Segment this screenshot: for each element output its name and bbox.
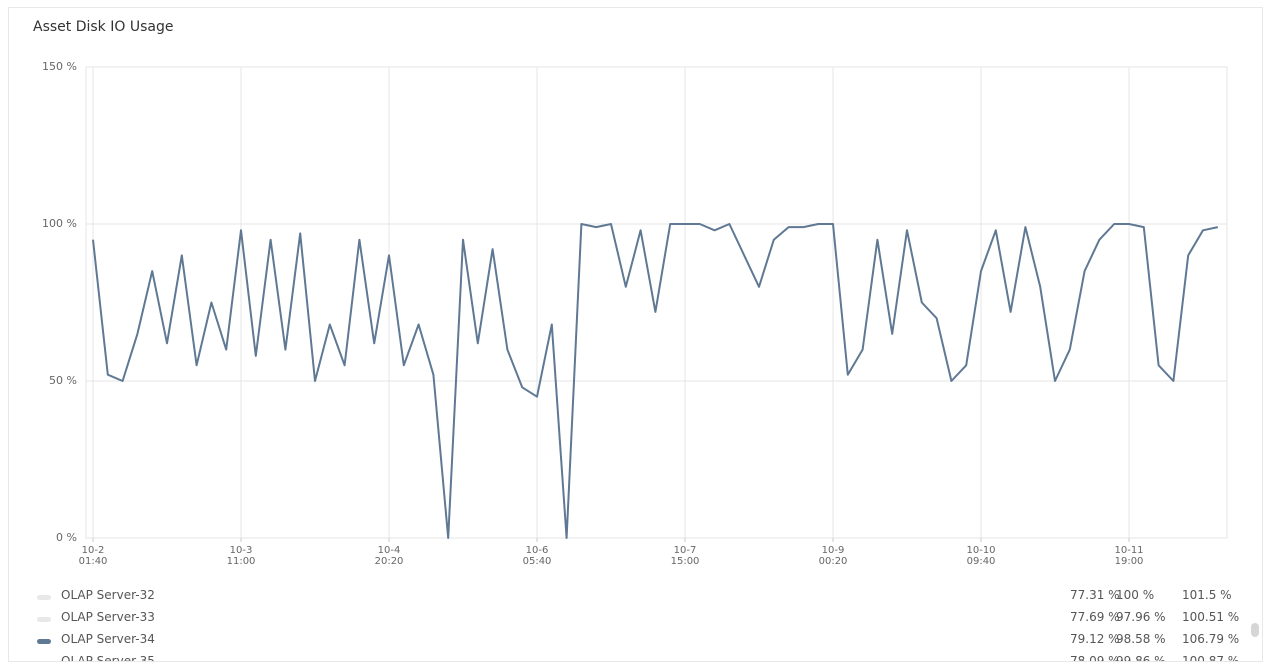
legend-stat: 106.79 % [1182, 632, 1240, 646]
legend-stat: 77.31 % [1070, 588, 1120, 602]
legend-swatch [37, 595, 51, 600]
legend-stat: 100 % [1116, 588, 1155, 602]
y-tick-label: 0 % [56, 531, 77, 544]
legend-stat: 77.69 % [1070, 610, 1120, 624]
panel: Asset Disk IO Usage OLAP Server-32 77.31 … [8, 7, 1263, 662]
scrollbar[interactable] [1251, 623, 1259, 637]
legend-stat: 99.86 % [1116, 654, 1166, 662]
legend-label[interactable]: OLAP Server-32 [61, 588, 155, 602]
legend-stat: 78.09 % [1070, 654, 1120, 662]
x-tick-label: 10-3 11:00 [226, 545, 256, 567]
legend-label[interactable]: OLAP Server-33 [61, 610, 155, 624]
x-tick-label: 10-11 19:00 [1114, 545, 1144, 567]
legend-swatch [37, 639, 51, 644]
x-tick-label: 10-9 00:20 [818, 545, 848, 567]
legend-label[interactable]: OLAP Server-34 [61, 632, 155, 646]
series-line [92, 223, 1219, 539]
x-tick-label: 10-6 05:40 [522, 545, 552, 567]
legend-swatch [37, 617, 51, 622]
chart-title: Asset Disk IO Usage [33, 19, 174, 35]
x-tick-label: 10-2 01:40 [78, 545, 108, 567]
legend-stat: 79.12 % [1070, 632, 1120, 646]
y-tick-label: 150 % [42, 60, 77, 73]
legend-stat: 100.51 % [1182, 610, 1240, 624]
x-tick-label: 10-10 09:40 [966, 545, 996, 567]
y-tick-label: 100 % [42, 217, 77, 230]
legend-stat: 101.5 % [1182, 588, 1232, 602]
legend-stat: 100.87 % [1182, 654, 1240, 662]
y-tick-label: 50 % [49, 374, 77, 387]
x-tick-label: 10-4 20:20 [374, 545, 404, 567]
legend-label[interactable]: OLAP Server-35 [61, 654, 155, 662]
legend-stat: 98.58 % [1116, 632, 1166, 646]
legend-stat: 97.96 % [1116, 610, 1166, 624]
x-tick-label: 10-7 15:00 [670, 545, 700, 567]
